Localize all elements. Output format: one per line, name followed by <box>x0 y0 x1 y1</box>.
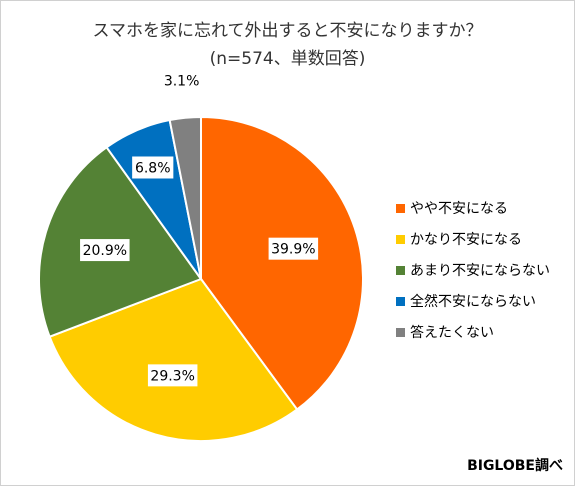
data-label-box <box>132 156 174 179</box>
chart-subtitle: (n=574、単数回答) <box>209 49 366 69</box>
legend-item: 答えたくない <box>396 322 550 342</box>
legend-label: 答えたくない <box>410 325 494 341</box>
legend-item: かなり不安になる <box>396 229 550 249</box>
legend: やや不安になる かなり不安になるあまり不安にならない 全然不安にならない 答えたくない <box>396 198 550 353</box>
data-label: 6.8% <box>135 160 171 176</box>
chart-title: スマホを家に忘れて外出すると不安になりますか？ <box>92 21 483 41</box>
pie-slice <box>168 115 202 280</box>
legend-label: かなり不安になる <box>410 232 522 248</box>
legend-swatch <box>396 234 405 244</box>
data-label: 39.9% <box>271 242 315 258</box>
data-label-box <box>147 364 198 387</box>
legend-label: やや不安になる <box>410 201 508 217</box>
legend-swatch <box>396 296 405 306</box>
legend-label: あまり不安にならない <box>410 263 550 279</box>
legend-swatch <box>396 265 405 275</box>
data-label-box <box>80 239 130 262</box>
pie-slice <box>48 277 299 442</box>
legend-label: 全然不安にならない <box>410 294 536 310</box>
legend-item: あまり不安にならない <box>396 260 550 280</box>
legend-item: 全然不安にならない <box>396 291 550 311</box>
data-label: 3.1% <box>164 74 200 90</box>
pie-slice <box>200 115 364 411</box>
data-label-box <box>268 237 319 260</box>
data-label: 20.9% <box>83 243 127 259</box>
data-label: 29.3% <box>150 368 194 384</box>
source-credit: BIGLOBE調べ <box>467 458 563 474</box>
legend-item: やや不安になる <box>396 198 550 218</box>
legend-swatch <box>396 203 405 213</box>
legend-swatch <box>396 327 405 337</box>
